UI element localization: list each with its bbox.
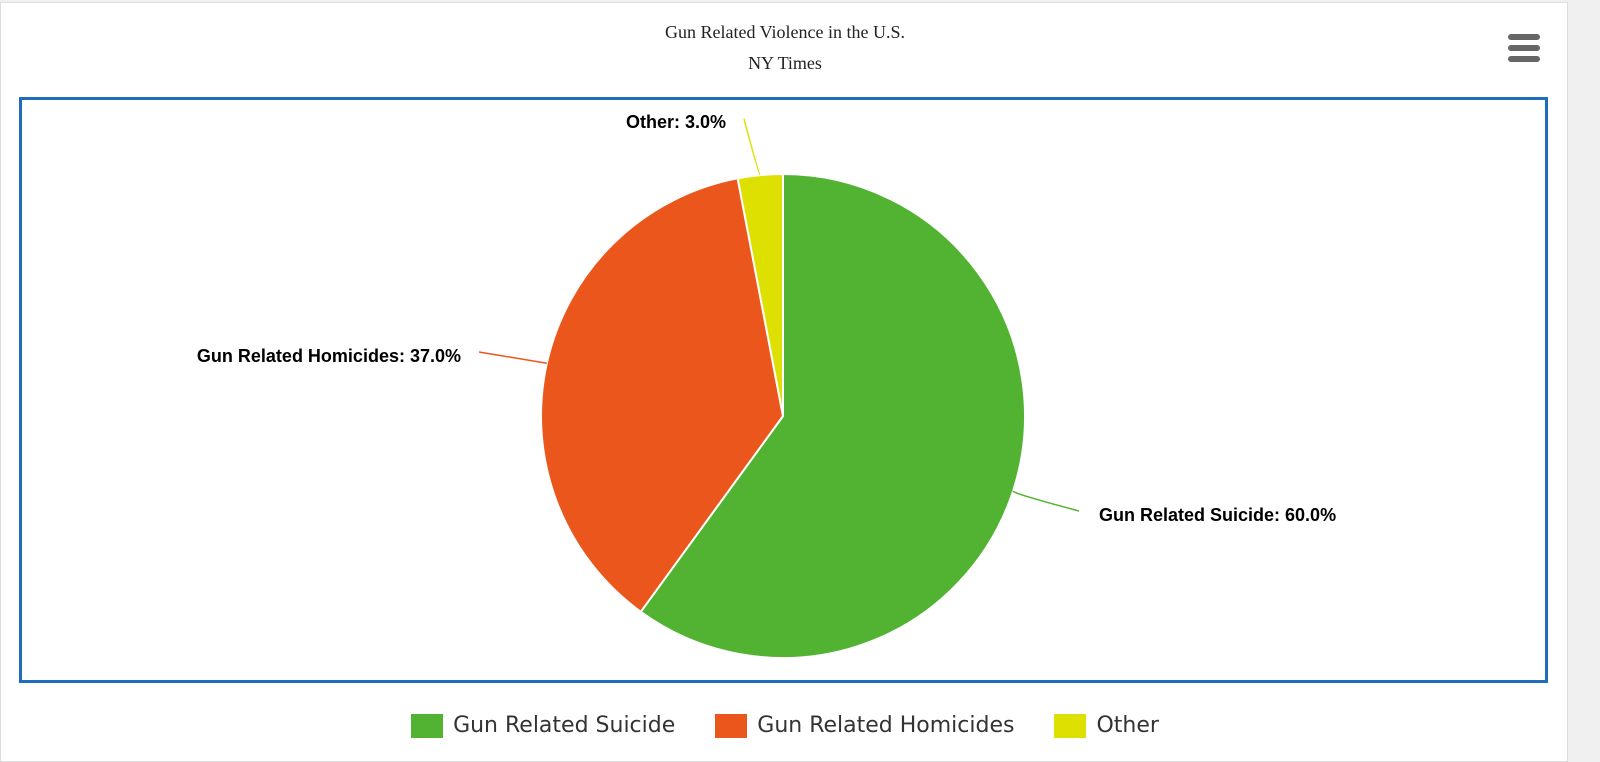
legend-swatch xyxy=(1054,713,1087,738)
connector-line xyxy=(1012,490,1080,512)
connector-line xyxy=(478,351,547,364)
data-label: Other: 3.0% xyxy=(626,112,726,132)
pie-slice-other[interactable] xyxy=(736,172,784,417)
legend: Gun Related Suicide Gun Related Homicides… xyxy=(1,713,1569,738)
pie-slice-gun-related-homicides[interactable] xyxy=(540,177,785,614)
plot-area xyxy=(19,97,1548,683)
legend-swatch xyxy=(411,713,444,738)
hamburger-menu-icon[interactable] xyxy=(1501,31,1541,67)
legend-item[interactable]: Other xyxy=(1054,713,1159,738)
legend-label: Other xyxy=(1096,713,1159,738)
chart-subtitle: NY Times xyxy=(748,53,822,73)
data-label: Gun Related Suicide: 60.0% xyxy=(1099,505,1336,525)
chart-title: Gun Related Violence in the U.S. xyxy=(664,22,906,42)
chart-container: Gun Related Violence in the U.S. NY Time… xyxy=(0,2,1568,762)
legend-label: Gun Related Homicides xyxy=(757,713,1015,738)
legend-item[interactable]: Gun Related Suicide xyxy=(411,713,675,738)
legend-swatch xyxy=(715,713,748,738)
legend-item[interactable]: Gun Related Homicides xyxy=(715,713,1014,738)
data-label: Gun Related Homicides: 37.0% xyxy=(197,346,461,366)
pie-chart: Gun Related Suicide: 60.0% Gun Related Ho… xyxy=(197,112,1336,659)
legend-label: Gun Related Suicide xyxy=(453,713,676,738)
connector-line xyxy=(743,118,761,176)
